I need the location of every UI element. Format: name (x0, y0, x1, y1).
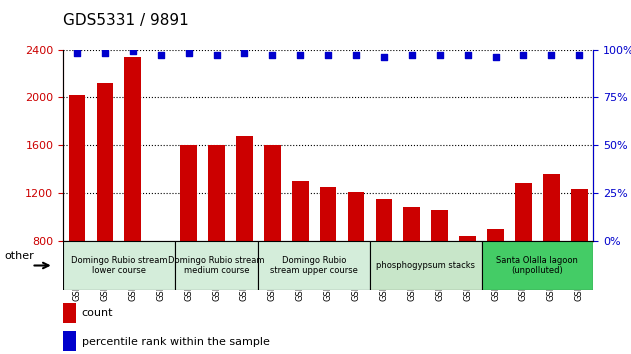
Text: Domingo Rubio stream
lower course: Domingo Rubio stream lower course (71, 256, 167, 275)
Text: GDS5331 / 9891: GDS5331 / 9891 (63, 13, 189, 28)
Text: other: other (4, 251, 34, 261)
Bar (208, 145, 225, 336)
Bar (348, 192, 364, 336)
Bar (292, 181, 309, 336)
Bar (432, 210, 448, 336)
Bar (63, 303, 76, 323)
Point (490, 55, 500, 60)
FancyBboxPatch shape (258, 241, 370, 290)
Text: Domingo Rubio stream
medium course: Domingo Rubio stream medium course (168, 256, 265, 275)
Bar (487, 229, 504, 336)
Point (323, 52, 333, 58)
Point (518, 52, 528, 58)
Bar (571, 189, 587, 336)
Text: phosphogypsum stacks: phosphogypsum stacks (376, 261, 475, 270)
Point (100, 51, 110, 56)
Point (379, 55, 389, 60)
Point (463, 52, 473, 58)
Point (546, 52, 557, 58)
Point (268, 52, 278, 58)
Point (435, 52, 445, 58)
Point (211, 52, 221, 58)
Bar (180, 145, 197, 336)
FancyBboxPatch shape (370, 241, 481, 290)
Point (407, 52, 417, 58)
Bar (264, 145, 281, 336)
FancyBboxPatch shape (63, 241, 175, 290)
Point (239, 51, 249, 56)
Point (351, 52, 361, 58)
Point (156, 52, 166, 58)
Bar (543, 174, 560, 336)
Bar (236, 136, 253, 336)
Bar (403, 207, 420, 336)
Text: Santa Olalla lagoon
(unpolluted): Santa Olalla lagoon (unpolluted) (497, 256, 578, 275)
Text: percentile rank within the sample: percentile rank within the sample (81, 337, 269, 347)
Bar (124, 57, 141, 336)
Point (72, 51, 82, 56)
FancyBboxPatch shape (481, 241, 593, 290)
Bar (459, 236, 476, 336)
Bar (63, 331, 76, 351)
Point (574, 52, 584, 58)
Bar (69, 95, 85, 336)
Bar (515, 183, 532, 336)
Bar (97, 83, 114, 336)
Text: count: count (81, 308, 113, 318)
Point (295, 52, 305, 58)
Bar (320, 187, 336, 336)
FancyBboxPatch shape (175, 241, 258, 290)
Bar (152, 241, 169, 336)
Bar (375, 199, 392, 336)
Point (184, 51, 194, 56)
Text: Domingo Rubio
stream upper course: Domingo Rubio stream upper course (270, 256, 358, 275)
Point (128, 48, 138, 54)
